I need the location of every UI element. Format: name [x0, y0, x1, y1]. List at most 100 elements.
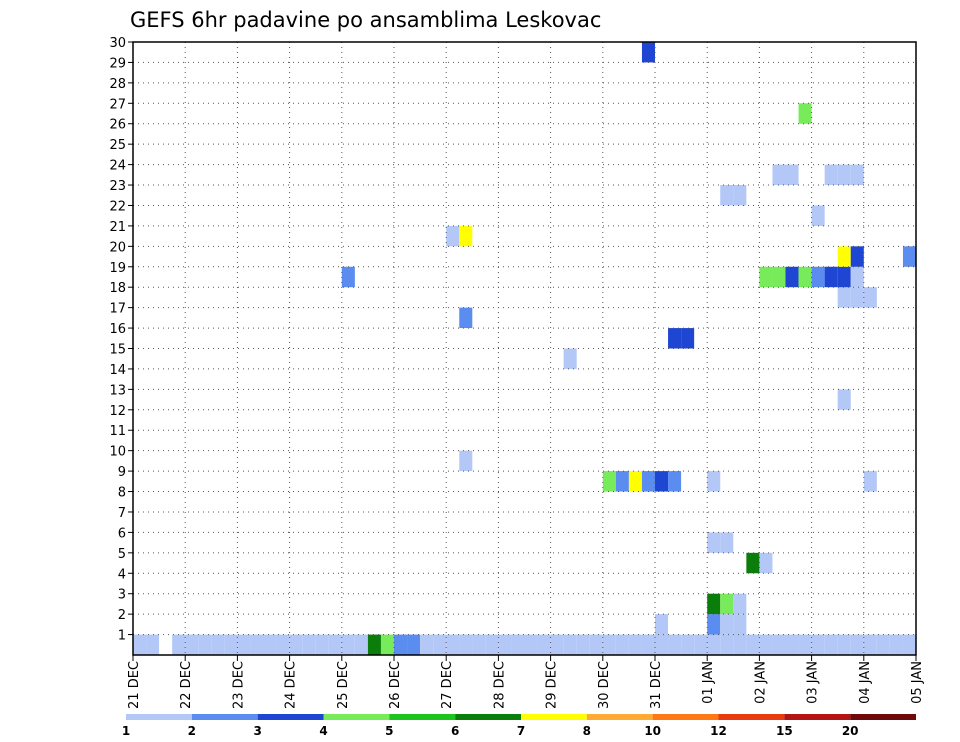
- heatmap-cell: [185, 634, 199, 655]
- legend-label: 12: [710, 724, 727, 738]
- x-tick-label: 02 JAN: [753, 661, 768, 704]
- y-tick-label: 10: [109, 445, 126, 460]
- chart-title: GEFS 6hr padavine po ansamblima Leskovac: [130, 8, 601, 32]
- heatmap-cell: [746, 552, 760, 574]
- heatmap-cell: [133, 634, 147, 655]
- heatmap-cell: [524, 634, 538, 655]
- heatmap-cell: [733, 593, 747, 615]
- heatmap-cell: [785, 634, 799, 655]
- legend-swatch: [389, 714, 456, 720]
- legend-swatch: [652, 714, 719, 720]
- y-tick-label: 17: [109, 302, 126, 317]
- heatmap-cells: [133, 42, 916, 655]
- x-tick-label: 27 DEC: [440, 661, 455, 709]
- x-tick-label: 21 DEC: [127, 661, 142, 709]
- y-tick-label: 27: [109, 97, 126, 112]
- heatmap-cell: [720, 614, 734, 635]
- y-tick-label: 15: [109, 343, 126, 358]
- heatmap-cell: [655, 634, 669, 655]
- heatmap-cell: [224, 634, 238, 655]
- legend-label: 3: [253, 724, 261, 738]
- legend-label: 7: [517, 724, 525, 738]
- heatmap-cell: [459, 450, 473, 472]
- heatmap-cell: [485, 634, 499, 655]
- heatmap-cell: [459, 634, 473, 655]
- heatmap-cell: [785, 266, 799, 288]
- heatmap-cell: [824, 164, 838, 186]
- heatmap-cell: [211, 634, 225, 655]
- heatmap-cell: [628, 471, 642, 492]
- legend-label: 2: [188, 724, 196, 738]
- legend-label: 8: [583, 724, 591, 738]
- heatmap-cell: [354, 634, 368, 655]
- y-tick-label: 14: [109, 363, 126, 378]
- y-tick-label: 8: [118, 486, 126, 501]
- heatmap-cell: [576, 634, 590, 655]
- heatmap-cell: [641, 634, 655, 655]
- y-tick-label: 5: [118, 547, 126, 562]
- heatmap-cell: [198, 634, 212, 655]
- x-tick-label: 25 DEC: [336, 661, 351, 709]
- heatmap-cell: [433, 634, 447, 655]
- heatmap-cell: [681, 634, 695, 655]
- heatmap-cell: [811, 266, 825, 288]
- x-tick-label: 28 DEC: [492, 661, 507, 709]
- plot-frame: [132, 41, 917, 656]
- heatmap-cell: [668, 634, 682, 655]
- y-tick-label: 29: [109, 56, 126, 71]
- heatmap-cell: [772, 266, 786, 288]
- y-tick-label: 12: [109, 404, 126, 419]
- y-tick-label: 6: [118, 526, 126, 541]
- legend-swatch: [126, 714, 192, 720]
- y-tick-label: 16: [109, 322, 126, 337]
- heatmap-cell: [889, 634, 903, 655]
- heatmap-cell: [798, 634, 812, 655]
- heatmap-cell: [772, 164, 786, 186]
- heatmap-cell: [837, 634, 851, 655]
- heatmap-cell: [394, 634, 408, 655]
- heatmap-cell: [811, 205, 825, 226]
- heatmap-cell: [733, 634, 747, 655]
- x-tick-label: 29 DEC: [545, 661, 560, 709]
- heatmap-cell: [863, 634, 877, 655]
- x-tick-label: 26 DEC: [388, 661, 403, 709]
- legend-swatch: [455, 714, 521, 720]
- heatmap-cell: [720, 532, 734, 553]
- heatmap-cell: [837, 287, 851, 308]
- heatmap-cell: [902, 246, 916, 267]
- heatmap-cell: [641, 471, 655, 492]
- heatmap-cell: [615, 634, 629, 655]
- y-tick-label: 7: [118, 506, 126, 521]
- legend-swatch: [323, 714, 390, 720]
- heatmap-cell: [785, 164, 799, 186]
- x-tick-label: 22 DEC: [179, 661, 194, 709]
- heatmap-cell: [772, 634, 786, 655]
- heatmap-cell: [341, 634, 355, 655]
- heatmap-cell: [811, 634, 825, 655]
- y-tick-label: 25: [109, 138, 126, 153]
- heatmap-cell: [172, 634, 186, 655]
- legend-swatch: [521, 714, 587, 720]
- heatmap-cell: [837, 164, 851, 186]
- color-legend: 1 2 3 4 5 6 7 8 10 12 15 20: [122, 714, 916, 738]
- y-tick-label: 26: [109, 118, 126, 133]
- heatmap-cell: [615, 471, 629, 492]
- y-tick-label: 30: [109, 36, 126, 51]
- y-tick-label: 19: [109, 261, 126, 276]
- heatmap-cell: [759, 634, 773, 655]
- x-tick-label: 03 JAN: [806, 661, 821, 704]
- legend-label: 20: [842, 724, 859, 738]
- heatmap-cell: [863, 471, 877, 492]
- x-tick-label: 04 JAN: [858, 661, 873, 704]
- heatmap-cell: [407, 634, 421, 655]
- y-tick-label: 1: [118, 629, 126, 644]
- y-tick-label: 18: [109, 281, 126, 296]
- heatmap-cell: [863, 287, 877, 308]
- heatmap-cell: [876, 634, 890, 655]
- legend-swatch: [257, 714, 324, 720]
- heatmap-cell: [446, 634, 460, 655]
- heatmap-cell: [602, 634, 616, 655]
- heatmap-cell: [759, 266, 773, 288]
- y-tick-label: 23: [109, 179, 126, 194]
